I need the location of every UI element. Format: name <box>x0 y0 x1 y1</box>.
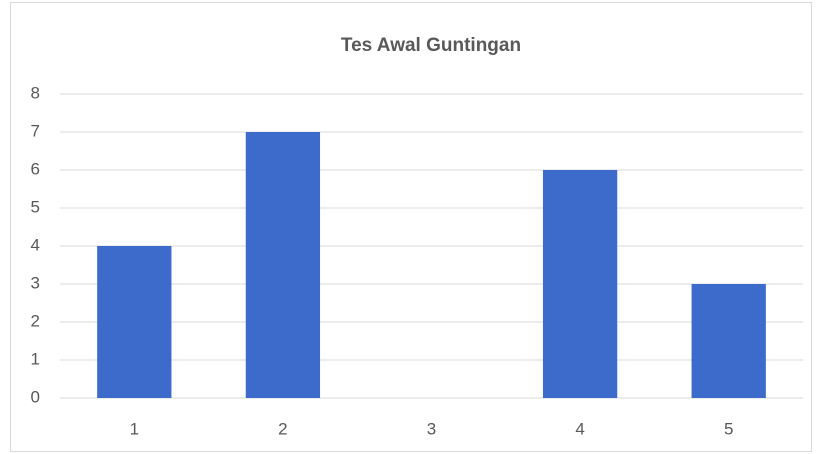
x-tick-label: 3 <box>427 419 436 438</box>
y-tick-label: 6 <box>31 159 40 178</box>
y-tick-label: 7 <box>31 121 40 140</box>
x-tick-label: 1 <box>130 419 139 438</box>
y-tick-label: 2 <box>31 311 40 330</box>
bar <box>691 284 766 398</box>
bar <box>542 170 618 398</box>
x-tick-label: 4 <box>575 419 584 438</box>
bar <box>97 246 172 398</box>
y-tick-label: 3 <box>31 273 40 292</box>
y-tick-label: 1 <box>31 349 40 368</box>
x-tick-label: 2 <box>278 419 287 438</box>
y-tick-label: 4 <box>31 235 40 254</box>
y-tick-label: 8 <box>31 83 40 102</box>
y-tick-label: 5 <box>31 197 40 216</box>
chart-title: Tes Awal Guntingan <box>341 35 521 56</box>
bar <box>245 132 321 398</box>
y-tick-label: 0 <box>31 387 40 406</box>
x-tick-label: 5 <box>724 419 733 438</box>
